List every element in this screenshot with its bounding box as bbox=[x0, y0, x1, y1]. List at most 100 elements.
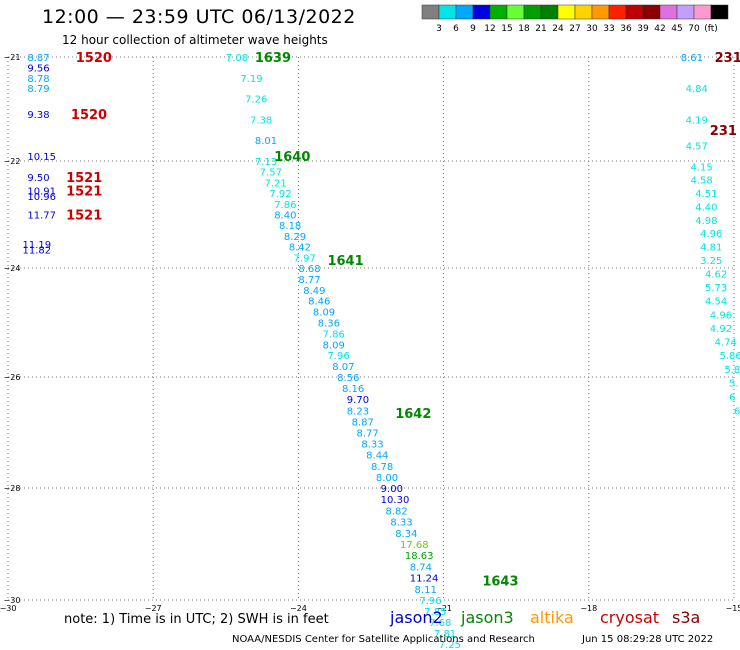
colorbar-swatch bbox=[489, 4, 508, 20]
legend-s3a: s3a bbox=[672, 608, 701, 627]
wave-height-label: 4.51 bbox=[695, 189, 717, 200]
track-time-label: 1642 bbox=[395, 407, 431, 422]
wave-height-label: 9.50 bbox=[27, 173, 49, 184]
colorbar-swatch bbox=[421, 4, 440, 20]
colorbar-swatch bbox=[710, 4, 729, 20]
x-tick-label: −27 bbox=[145, 604, 162, 613]
colorbar-swatch bbox=[455, 4, 474, 20]
wave-height-label: 4.15 bbox=[690, 162, 712, 173]
wave-height-label: 9.38 bbox=[27, 110, 49, 121]
footnote: note: 1) Time is in UTC; 2) SWH is in fe… bbox=[64, 612, 329, 627]
wave-height-label: 4.54 bbox=[705, 297, 727, 308]
colorbar-label: 39 bbox=[637, 24, 649, 34]
colorbar-swatch bbox=[642, 4, 661, 20]
wave-height-label: 8.07 bbox=[332, 362, 354, 373]
wave-height-label: 8.82 bbox=[386, 506, 408, 517]
wave-height-label: 8.78 bbox=[371, 462, 393, 473]
colorbar-swatch bbox=[540, 4, 559, 20]
chart-title: 12:00 — 23:59 UTC 06/13/2022 bbox=[42, 6, 356, 28]
wave-height-label: 4.58 bbox=[690, 176, 712, 187]
wave-height-label: 8.68 bbox=[298, 264, 320, 275]
y-tick-label: −24 bbox=[4, 264, 21, 273]
colorbar-swatch bbox=[659, 4, 678, 20]
wave-height-label: 7.57 bbox=[260, 168, 282, 179]
wave-height-label: 8.44 bbox=[366, 451, 388, 462]
wave-height-label: 9.70 bbox=[347, 395, 369, 406]
colorbar-swatch bbox=[574, 4, 593, 20]
colorbar-label: 9 bbox=[470, 24, 476, 34]
wave-height-label: 8.18 bbox=[279, 221, 301, 232]
wave-height-label: 7.96 bbox=[419, 596, 441, 607]
wave-height-label: 8.33 bbox=[390, 518, 412, 529]
colorbar-swatch bbox=[472, 4, 491, 20]
colorbar-label: 27 bbox=[569, 24, 580, 34]
colorbar-label: 45 bbox=[671, 24, 682, 34]
wave-height-label: 4.74 bbox=[715, 338, 737, 349]
wave-height-label: 8.09 bbox=[323, 340, 345, 351]
x-tick-label: −21 bbox=[435, 604, 452, 613]
y-tick-label: −21 bbox=[4, 53, 21, 62]
track-time-label: 1521 bbox=[66, 171, 102, 186]
colorbar-label: 18 bbox=[518, 24, 530, 34]
y-tick-label: −28 bbox=[4, 484, 21, 493]
wave-height-label: 7.92 bbox=[269, 189, 291, 200]
wave-height-label: 8.36 bbox=[318, 319, 340, 330]
wave-height-label: 6 bbox=[734, 406, 740, 417]
y-tick-label: −30 bbox=[4, 596, 21, 605]
wave-height-label: 7.85 bbox=[424, 607, 446, 618]
colorbar-label: (ft) bbox=[704, 24, 718, 34]
wave-height-label: 8.16 bbox=[342, 384, 364, 395]
wave-height-label: 11.82 bbox=[23, 245, 52, 256]
wave-height-label: 8.40 bbox=[274, 211, 296, 222]
wave-height-label: 7.86 bbox=[274, 200, 296, 211]
colorbar-label: 15 bbox=[501, 24, 512, 34]
wave-height-label: 11.19 bbox=[23, 240, 52, 251]
colorbar-label: 70 bbox=[688, 24, 700, 34]
colorbar-swatch bbox=[693, 4, 712, 20]
wave-height-label: 9.00 bbox=[381, 484, 403, 495]
wave-height-label: 8.42 bbox=[289, 243, 311, 254]
wave-height-label: 4.62 bbox=[705, 269, 727, 280]
wave-height-label: 8.77 bbox=[356, 429, 378, 440]
x-tick-label: −30 bbox=[0, 604, 16, 613]
legend-altika: altika bbox=[530, 608, 574, 627]
track-time-label: 1520 bbox=[71, 108, 107, 123]
wave-height-label: 8.01 bbox=[255, 136, 277, 147]
wave-height-label: 8.09 bbox=[313, 308, 335, 319]
x-tick-label: −15 bbox=[726, 604, 740, 613]
colorbar-label: 36 bbox=[620, 24, 632, 34]
timestamp-text: Jun 15 08:29:28 UTC 2022 bbox=[582, 634, 714, 645]
wave-height-label: 8.00 bbox=[376, 473, 398, 484]
wave-height-label: 7.97 bbox=[294, 253, 316, 264]
wave-height-label: 4.96 bbox=[710, 310, 732, 321]
colorbar-label: 21 bbox=[535, 24, 546, 34]
wave-height-label: 7.25 bbox=[439, 640, 461, 650]
wave-height-label: 7.38 bbox=[250, 115, 272, 126]
colorbar-label: 6 bbox=[453, 24, 459, 34]
colorbar-swatch bbox=[506, 4, 525, 20]
wave-height-label: 8.56 bbox=[337, 373, 359, 384]
wave-height-label: 7.13 bbox=[255, 157, 277, 168]
colorbar-label: 12 bbox=[484, 24, 495, 34]
colorbar-swatch bbox=[523, 4, 542, 20]
colorbar-swatch bbox=[438, 4, 457, 20]
wave-height-label: 8.23 bbox=[347, 406, 369, 417]
x-tick-label: −18 bbox=[580, 604, 597, 613]
colorbar-label: 24 bbox=[552, 24, 564, 34]
wave-height-label: 8.87 bbox=[352, 417, 374, 428]
track-time-label: 1521 bbox=[66, 184, 102, 199]
credit-text: NOAA/NESDIS Center for Satellite Applica… bbox=[232, 634, 535, 645]
wave-height-label: 5.73 bbox=[705, 283, 727, 294]
wave-height-label: 7.19 bbox=[240, 74, 262, 85]
wave-height-label: 8.46 bbox=[308, 297, 330, 308]
track-time-label: 1640 bbox=[274, 150, 310, 165]
wave-height-label: 7.68 bbox=[429, 618, 451, 629]
colorbar-swatch bbox=[625, 4, 644, 20]
wave-height-label: 7.21 bbox=[265, 178, 287, 189]
wave-height-label: 3.25 bbox=[700, 256, 722, 267]
track-time-label: 1520 bbox=[76, 51, 112, 66]
colorbar-label: 30 bbox=[586, 24, 598, 34]
wave-height-label: 7.26 bbox=[245, 95, 267, 106]
wave-height-label: 8.11 bbox=[415, 585, 437, 596]
